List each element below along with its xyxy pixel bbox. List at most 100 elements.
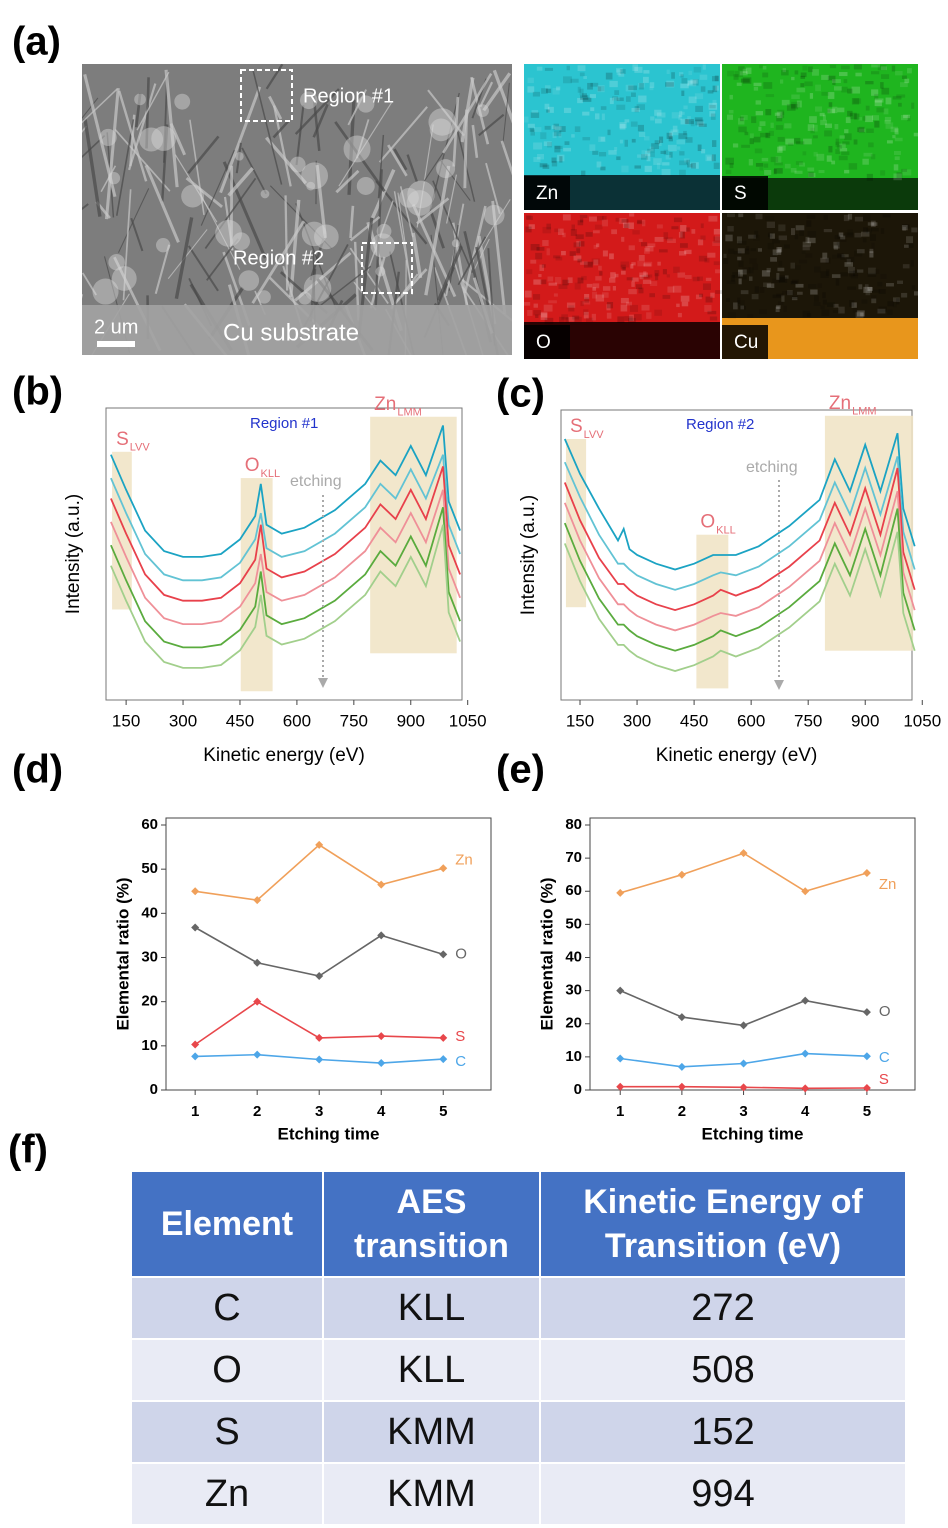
map-noise: [858, 126, 865, 134]
map-noise: [765, 94, 775, 98]
sem-texture: [206, 238, 239, 281]
panel-label: (d): [12, 748, 63, 792]
map-noise: [601, 292, 609, 298]
map-noise: [835, 138, 839, 146]
map-noise: [854, 216, 864, 222]
plot-frame: [165, 817, 492, 1091]
map-noise: [885, 122, 894, 129]
map-noise: [621, 236, 625, 242]
map-noise: [680, 83, 689, 89]
sem-texture: [335, 169, 360, 194]
map-noise: [851, 98, 860, 105]
map-noise: [592, 291, 598, 299]
map-noise: [686, 159, 690, 165]
map-noise: [795, 161, 803, 165]
map-noise: [871, 64, 880, 68]
map-noise: [548, 300, 557, 304]
panel-label: (e): [496, 748, 545, 792]
series-line: [110, 507, 461, 649]
map-noise: [618, 217, 627, 225]
map-noise: [641, 275, 650, 279]
map-noise: [894, 156, 900, 161]
sem-texture: [492, 69, 512, 124]
map-noise: [884, 119, 891, 124]
map-noise: [751, 116, 757, 124]
map-noise: [690, 120, 695, 127]
annotation: etching: [290, 473, 342, 490]
map-noise: [593, 244, 598, 249]
sem-texture: [461, 278, 512, 322]
map-noise: [833, 303, 839, 308]
map-noise: [576, 240, 581, 247]
sem-texture: [238, 270, 260, 291]
map-noise: [636, 221, 645, 225]
sem-texture: [349, 247, 389, 304]
map-noise: [643, 70, 650, 74]
plot-frame: [105, 407, 463, 701]
series-line: [563, 531, 916, 672]
map-noise: [678, 114, 682, 121]
map-noise: [844, 133, 852, 141]
map-noise: [642, 279, 652, 284]
map-noise: [870, 220, 876, 227]
sem-texture: [139, 127, 164, 152]
map-noise: [624, 223, 630, 229]
map-noise: [853, 64, 862, 70]
map-noise: [577, 86, 581, 93]
map-noise: [874, 120, 880, 128]
sem-texture: [393, 148, 408, 171]
map-noise: [710, 113, 716, 120]
map-noise: [580, 95, 589, 100]
x-tick-label: 450: [680, 711, 708, 730]
map-noise: [602, 286, 611, 291]
map-noise: [828, 102, 833, 107]
map-noise: [658, 139, 662, 147]
map-noise: [802, 245, 810, 251]
map-noise: [656, 112, 666, 118]
map-noise: [727, 226, 734, 232]
map-noise: [885, 97, 892, 105]
map-noise: [908, 243, 914, 248]
map-noise: [552, 87, 560, 95]
sem-texture: [463, 109, 469, 189]
sem-texture: [355, 119, 370, 159]
sem-texture: [411, 232, 423, 279]
series-line: [563, 456, 916, 591]
map-label-box: [722, 176, 768, 210]
map-noise: [614, 90, 620, 96]
sem-texture: [155, 238, 171, 253]
series-line: [194, 926, 444, 977]
map-noise: [800, 75, 806, 79]
map-noise: [777, 249, 782, 255]
map-noise: [620, 261, 630, 268]
map-noise: [867, 222, 875, 226]
map-noise: [665, 82, 674, 87]
sem-texture: [375, 266, 386, 277]
map-noise: [784, 163, 791, 169]
map-noise: [628, 85, 637, 91]
map-noise: [740, 216, 745, 221]
map-noise: [881, 87, 890, 95]
sem-texture: [82, 125, 88, 133]
map-noise: [685, 118, 694, 125]
map-noise: [738, 278, 742, 285]
map-noise: [612, 97, 620, 101]
y-tick-label: 80: [565, 816, 582, 833]
map-noise: [659, 136, 664, 143]
map-noise: [861, 299, 868, 304]
map-noise: [553, 131, 562, 137]
data-point: [315, 840, 324, 849]
x-tick-label: 4: [801, 1103, 810, 1120]
map-noise: [838, 232, 844, 237]
map-noise: [845, 232, 854, 238]
map-noise: [728, 109, 734, 114]
map-noise: [813, 295, 819, 302]
map-noise: [587, 82, 593, 90]
map-noise: [878, 289, 886, 294]
sem-texture: [471, 124, 479, 158]
map-noise: [729, 94, 733, 100]
data-point: [315, 1033, 324, 1042]
cell: 272: [541, 1278, 905, 1338]
map-noise: [761, 157, 769, 162]
map-noise: [781, 291, 790, 295]
